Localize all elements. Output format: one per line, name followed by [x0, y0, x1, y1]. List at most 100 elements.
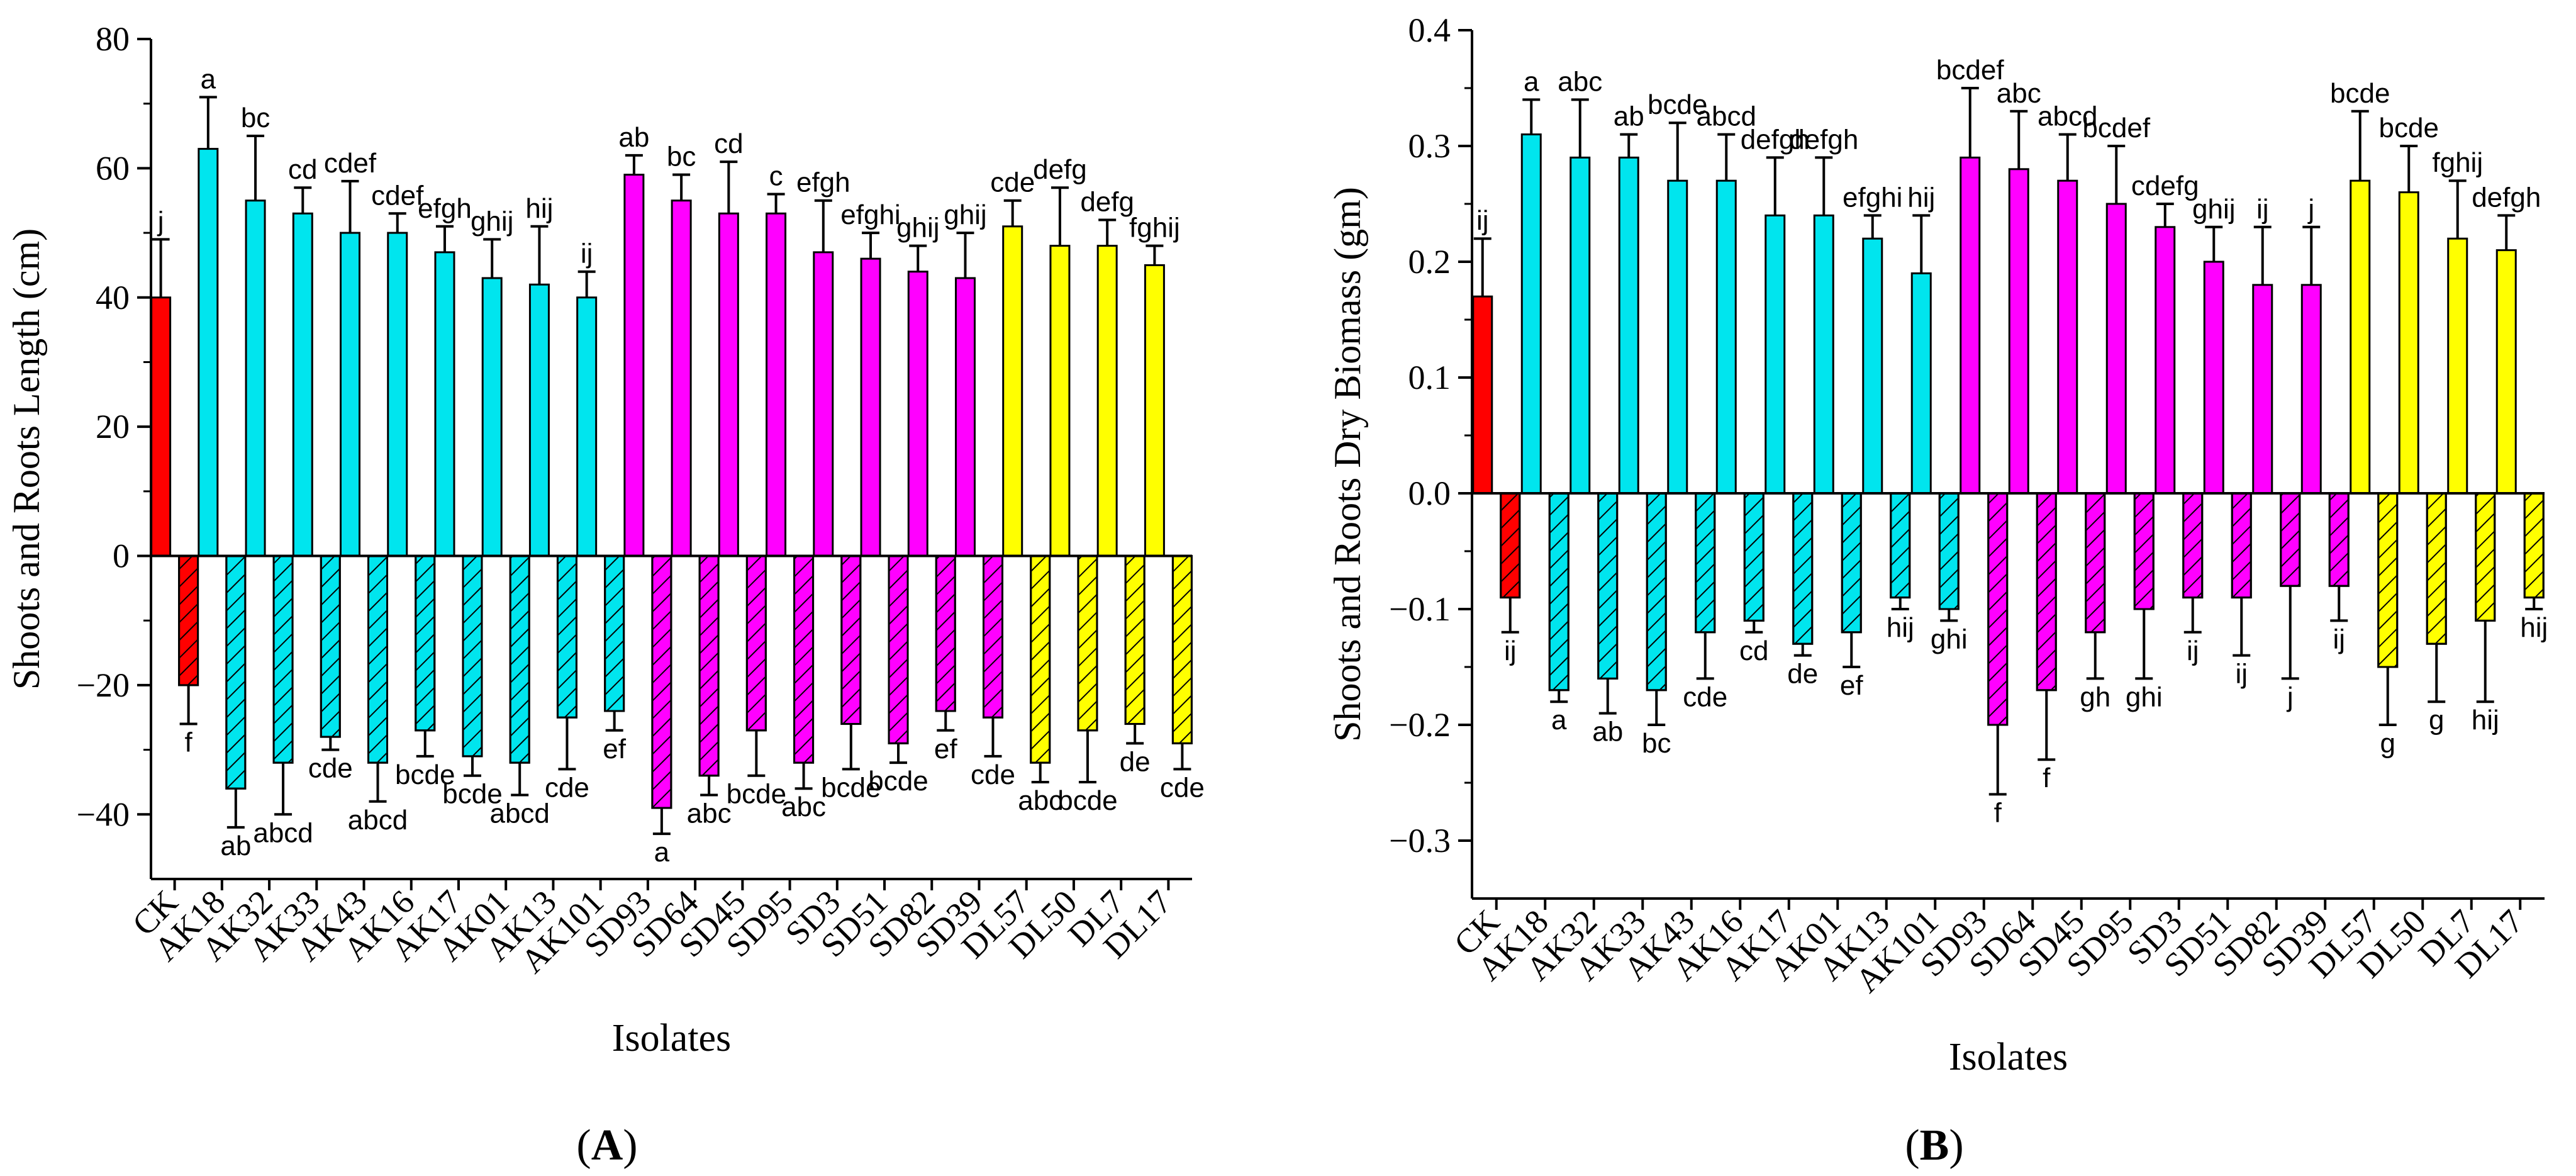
bar-shoots-ak18: [198, 148, 219, 557]
sig-letter-roots-dl17: hij: [2520, 612, 2548, 643]
sig-letter-roots-ck: ij: [1504, 636, 1517, 666]
bar-shoots-sd3: [813, 251, 834, 557]
sig-letter-shoots-ak33: ab: [1614, 101, 1644, 132]
bar-shoots-ak43: [1667, 179, 1688, 495]
bar-shoots-dl57: [1002, 225, 1023, 557]
sig-letter-shoots-ak01: defgh: [1789, 124, 1858, 155]
bar-shoots-ak16: [387, 232, 408, 557]
sig-letter-roots-ak13: hij: [1887, 612, 1914, 643]
y-tick-label: −0.3: [1389, 822, 1451, 860]
bar-roots-hatch-dl7: [2475, 492, 2496, 622]
sig-letter-roots-sd82: ef: [934, 734, 957, 764]
sig-letter-shoots-sd39: ghij: [944, 199, 987, 230]
bar-roots-hatch-ck: [1500, 492, 1521, 599]
bar-shoots-sd45: [718, 212, 739, 557]
sig-letter-shoots-ak32: abc: [1558, 66, 1602, 97]
sig-letter-shoots-sd3: efgh: [796, 167, 850, 198]
bar-roots-hatch-ak16: [1743, 492, 1765, 622]
panel-a: jfCKaabAK18bcabcdAK32cdcdeAK33cdefabcdAK…: [6, 20, 1205, 1170]
bar-shoots-sd3: [2155, 226, 2176, 495]
sig-letter-shoots-ak43: bcde: [1648, 89, 1707, 120]
sig-letter-shoots-ak101: ij: [581, 238, 593, 269]
sig-letter-roots-sd45: bcde: [727, 779, 786, 810]
sig-letter-shoots-dl17: defgh: [2472, 182, 2541, 213]
panel-label: (A): [576, 1121, 637, 1170]
bar-shoots-ak01: [481, 277, 503, 557]
sig-letter-shoots-ak01: ghij: [471, 206, 514, 237]
bar-roots-hatch-sd3: [2182, 492, 2204, 599]
sig-letter-roots-ak17: bcde: [442, 779, 502, 810]
bar-shoots-sd51: [860, 257, 881, 557]
sig-letter-roots-sd39: ij: [2333, 624, 2345, 654]
bar-shoots-ak01: [1813, 214, 1834, 495]
sig-letter-roots-ak33: bc: [1642, 728, 1671, 759]
sig-letter-shoots-dl50: bcde: [2379, 113, 2439, 143]
bar-shoots-ak16: [1715, 179, 1737, 495]
sig-letter-shoots-sd93: ab: [618, 122, 649, 153]
bar-roots-hatch-sd45: [2085, 492, 2106, 634]
y-tick-label: 0.4: [1408, 11, 1451, 49]
sig-letter-shoots-ak16: abcd: [1697, 101, 1756, 132]
sig-letter-roots-dl7: de: [1120, 746, 1151, 777]
sig-letter-roots-dl57: abc: [1018, 785, 1062, 816]
bar-roots-hatch-ak16: [415, 555, 436, 732]
y-tick-label: 60: [96, 149, 130, 187]
x-axis-label: Isolates: [1949, 1036, 2068, 1078]
bar-shoots-dl17: [1144, 264, 1165, 557]
bar-roots-hatch-dl57: [1030, 555, 1051, 764]
bar-shoots-dl7: [2447, 237, 2468, 495]
sig-letter-shoots-sd82: ij: [2256, 194, 2269, 225]
bar-roots-hatch-dl50: [1077, 555, 1098, 732]
sig-letter-roots-dl50: bcde: [1057, 785, 1117, 816]
sig-letter-shoots-ak101: hij: [1907, 182, 1935, 213]
bar-roots-hatch-ak32: [272, 555, 294, 764]
sig-letter-shoots-sd39: j: [2307, 194, 2314, 225]
panel-b: ijijCKaaAK18abcabAK32abbcAK33bcdecdeAK43…: [1327, 11, 2548, 1170]
sig-letter-roots-sd95: ghi: [2126, 681, 2163, 712]
sig-letter-roots-dl57: g: [2380, 728, 2395, 759]
bar-roots-hatch-sd64: [2036, 492, 2057, 692]
bar-shoots-sd95: [2105, 203, 2127, 495]
bar-roots-hatch-ak33: [320, 555, 341, 738]
sig-letter-roots-ak17: de: [1787, 659, 1818, 690]
y-tick-label: 0.1: [1408, 359, 1451, 396]
bar-shoots-sd82: [2252, 284, 2273, 495]
x-axis-label: Isolates: [612, 1017, 731, 1060]
bar-roots-hatch-dl57: [2377, 492, 2399, 668]
bar-roots-hatch-dl17: [1171, 555, 1193, 744]
bar-roots-hatch-ak43: [1695, 492, 1716, 634]
bar-shoots-sd93: [1960, 156, 1981, 495]
bar-shoots-sd93: [623, 174, 645, 557]
y-tick-label: −0.2: [1389, 706, 1451, 744]
sig-letter-shoots-dl57: bcde: [2330, 78, 2390, 109]
panel-label: (B): [1905, 1121, 1963, 1170]
sig-letter-shoots-dl17: fghij: [1129, 213, 1180, 244]
bar-shoots-ak43: [340, 232, 361, 557]
sig-letter-shoots-ak17: defgh: [1741, 124, 1810, 155]
sig-letter-roots-sd3: ij: [2187, 636, 2199, 666]
y-tick-label: 0: [113, 537, 130, 575]
bar-shoots-sd45: [2057, 179, 2078, 495]
bar-shoots-ak101: [576, 296, 598, 557]
bar-roots-hatch-dl50: [2426, 492, 2447, 645]
bar-shoots-sd64: [2008, 168, 2029, 495]
sig-letter-roots-ak101: ef: [603, 734, 626, 764]
bar-shoots-sd39: [954, 277, 976, 557]
y-tick-label: 40: [96, 279, 130, 316]
bar-shoots-sd95: [766, 212, 787, 557]
bar-roots-hatch-ak18: [225, 555, 247, 790]
bar-shoots-ak32: [1570, 156, 1591, 495]
bar-roots-hatch-sd51: [2231, 492, 2252, 599]
y-tick-label: −20: [77, 666, 130, 704]
y-tick-label: 0.0: [1408, 474, 1451, 512]
sig-letter-shoots-sd82: ghij: [896, 213, 940, 244]
sig-letter-shoots-sd51: ghij: [2192, 194, 2236, 225]
sig-letter-roots-dl50: g: [2429, 705, 2444, 736]
sig-letter-roots-sd95: abc: [781, 792, 826, 822]
sig-letter-roots-ck: f: [184, 727, 192, 758]
sig-letter-roots-ak18: a: [1551, 705, 1567, 736]
sig-letter-shoots-sd45: cd: [714, 128, 743, 159]
sig-letter-roots-ak13: cde: [545, 772, 589, 803]
bar-roots-hatch-ak17: [1792, 492, 1814, 645]
